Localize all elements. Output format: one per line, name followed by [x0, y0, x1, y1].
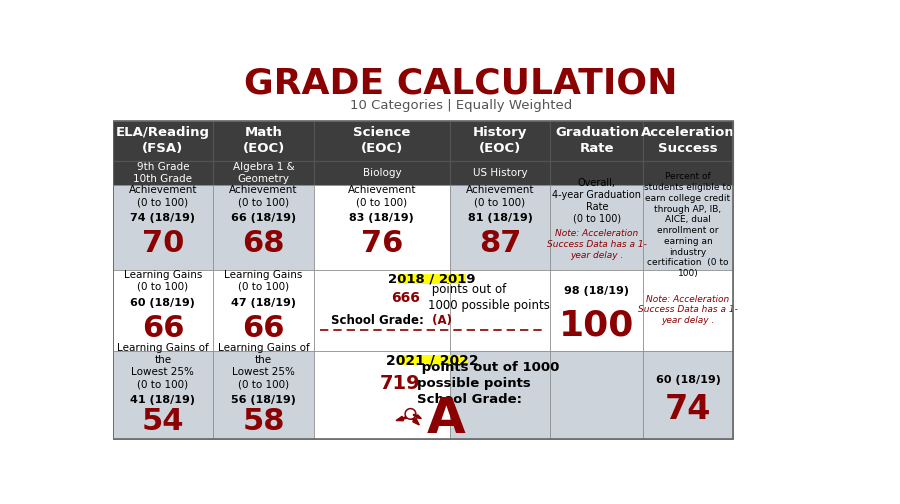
Text: Algebra 1 &
Geometry: Algebra 1 & Geometry: [233, 162, 294, 183]
Bar: [450, 270, 551, 351]
Bar: [314, 120, 450, 161]
Text: 68: 68: [242, 229, 285, 258]
Circle shape: [405, 409, 416, 419]
Text: Acceleration
Success: Acceleration Success: [641, 126, 734, 155]
Bar: [213, 120, 314, 161]
Bar: [314, 351, 450, 439]
Bar: [314, 270, 450, 351]
Text: School Grade:: School Grade:: [331, 314, 428, 327]
Bar: [644, 351, 733, 439]
Text: Learning Gains of
the
Lowest 25%
(0 to 100): Learning Gains of the Lowest 25% (0 to 1…: [218, 343, 310, 389]
Text: Learning Gains of
the
Lowest 25%
(0 to 100): Learning Gains of the Lowest 25% (0 to 1…: [117, 343, 209, 389]
Bar: [644, 120, 733, 161]
Bar: [450, 351, 551, 439]
Text: 10 Categories | Equally Weighted: 10 Categories | Equally Weighted: [350, 99, 572, 112]
Bar: [450, 120, 551, 161]
Text: 719: 719: [379, 373, 420, 393]
Text: 54: 54: [141, 407, 184, 436]
Text: 100: 100: [559, 308, 634, 342]
Bar: [551, 120, 644, 161]
Text: 58: 58: [242, 407, 285, 436]
Text: 9th Grade
10th Grade: 9th Grade 10th Grade: [133, 162, 193, 183]
Bar: [398, 274, 466, 284]
Bar: [551, 161, 644, 185]
Bar: [314, 185, 450, 270]
Text: ELA/Reading
(FSA): ELA/Reading (FSA): [116, 126, 210, 155]
Bar: [450, 161, 551, 185]
Text: 41 (18/19): 41 (18/19): [130, 395, 195, 405]
Text: 74 (18/19): 74 (18/19): [130, 213, 195, 223]
Bar: [112, 161, 213, 185]
Text: A: A: [427, 395, 465, 443]
Text: 2018 / 2019: 2018 / 2019: [389, 273, 476, 286]
Bar: [450, 185, 551, 270]
Text: Science
(EOC): Science (EOC): [353, 126, 410, 155]
Text: 76: 76: [361, 229, 403, 258]
Text: Note: Acceleration
Success Data has a 1-
year delay .: Note: Acceleration Success Data has a 1-…: [547, 229, 647, 260]
Bar: [112, 351, 213, 439]
FancyArrow shape: [410, 416, 419, 425]
Text: 66: 66: [242, 314, 285, 343]
Bar: [644, 270, 733, 351]
Bar: [551, 351, 644, 439]
Text: US History: US History: [472, 168, 527, 178]
Circle shape: [407, 410, 414, 418]
Text: Note: Acceleration
Success Data has a 1-
year delay .: Note: Acceleration Success Data has a 1-…: [638, 295, 738, 325]
Text: 60 (18/19): 60 (18/19): [655, 375, 720, 385]
Text: History
(EOC): History (EOC): [472, 126, 527, 155]
Bar: [112, 120, 213, 161]
Bar: [213, 161, 314, 185]
Text: 83 (18/19): 83 (18/19): [349, 213, 414, 223]
Text: Learning Gains
(0 to 100): Learning Gains (0 to 100): [123, 270, 202, 292]
Text: 66: 66: [141, 314, 184, 343]
FancyArrow shape: [413, 414, 421, 418]
Bar: [314, 161, 450, 185]
Text: 666: 666: [391, 291, 419, 304]
FancyArrow shape: [396, 415, 410, 421]
Bar: [397, 355, 468, 365]
Text: GRADE CALCULATION: GRADE CALCULATION: [245, 67, 678, 101]
Text: Overall,
4-year Graduation
Rate
(0 to 100): Overall, 4-year Graduation Rate (0 to 10…: [553, 177, 642, 224]
Text: 60 (18/19): 60 (18/19): [130, 298, 195, 308]
Text: Achievement
(0 to 100): Achievement (0 to 100): [466, 185, 535, 207]
Text: points out of 1000
possible points
School Grade:: points out of 1000 possible points Schoo…: [417, 360, 559, 406]
Text: Achievement
(0 to 100): Achievement (0 to 100): [230, 185, 298, 207]
Text: 56 (18/19): 56 (18/19): [231, 395, 296, 405]
Text: points out of
1000 possible points: points out of 1000 possible points: [428, 283, 550, 312]
Bar: [112, 185, 213, 270]
Bar: [551, 185, 644, 270]
Text: Percent of
students eligible to
earn college credit
through AP, IB,
AICE, dual
e: Percent of students eligible to earn col…: [644, 172, 732, 278]
Text: Math
(EOC): Math (EOC): [242, 126, 284, 155]
Bar: [112, 120, 733, 439]
Text: Biology: Biology: [363, 168, 401, 178]
Text: (A): (A): [428, 314, 453, 327]
Text: 2021 / 2022: 2021 / 2022: [386, 353, 479, 367]
Bar: [551, 270, 644, 351]
Text: 66 (18/19): 66 (18/19): [231, 213, 296, 223]
Text: 98 (18/19): 98 (18/19): [564, 286, 629, 296]
Text: 74: 74: [665, 393, 711, 426]
Bar: [213, 270, 314, 351]
Bar: [213, 351, 314, 439]
Text: 87: 87: [479, 229, 521, 258]
Bar: [112, 270, 213, 351]
Text: Graduation
Rate: Graduation Rate: [555, 126, 639, 155]
Bar: [644, 185, 733, 270]
Text: Learning Gains
(0 to 100): Learning Gains (0 to 100): [224, 270, 302, 292]
Text: 70: 70: [141, 229, 184, 258]
Text: 81 (18/19): 81 (18/19): [468, 213, 533, 223]
Text: Achievement
(0 to 100): Achievement (0 to 100): [129, 185, 197, 207]
Text: Achievement
(0 to 100): Achievement (0 to 100): [347, 185, 416, 207]
Bar: [213, 185, 314, 270]
Text: 47 (18/19): 47 (18/19): [231, 298, 296, 308]
Bar: [644, 161, 733, 185]
